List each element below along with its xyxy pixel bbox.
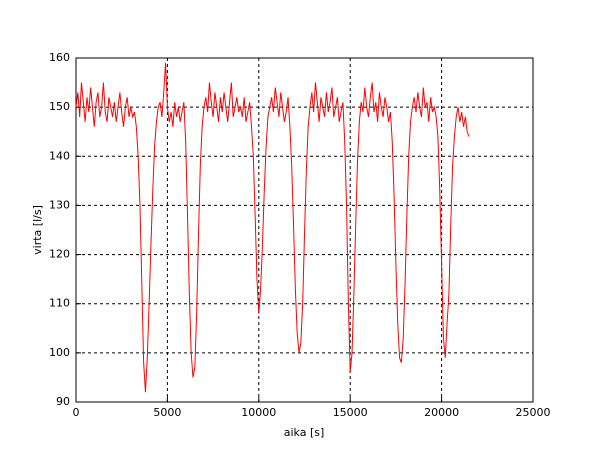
y-axis-label: virta [l/s] (31, 205, 44, 255)
data-line (75, 62, 470, 393)
y-tick-label: 160 (49, 51, 70, 64)
y-tick-label: 130 (49, 198, 70, 211)
y-tick-label: 140 (49, 149, 70, 162)
x-tick-label: 20000 (424, 406, 459, 419)
y-tick-label: 90 (56, 395, 70, 408)
x-tick-label: 5000 (153, 406, 181, 419)
y-tick-label: 150 (49, 100, 70, 113)
x-tick-label: 15000 (333, 406, 368, 419)
y-tick-label: 120 (49, 248, 70, 261)
y-tick-label: 100 (49, 346, 70, 359)
x-tick-label: 0 (73, 406, 80, 419)
x-axis-label: aika [s] (284, 426, 325, 439)
y-tick-label: 110 (49, 297, 70, 310)
x-tick-label: 10000 (241, 406, 276, 419)
x-tick-label: 25000 (516, 406, 551, 419)
plot-frame (75, 57, 534, 403)
